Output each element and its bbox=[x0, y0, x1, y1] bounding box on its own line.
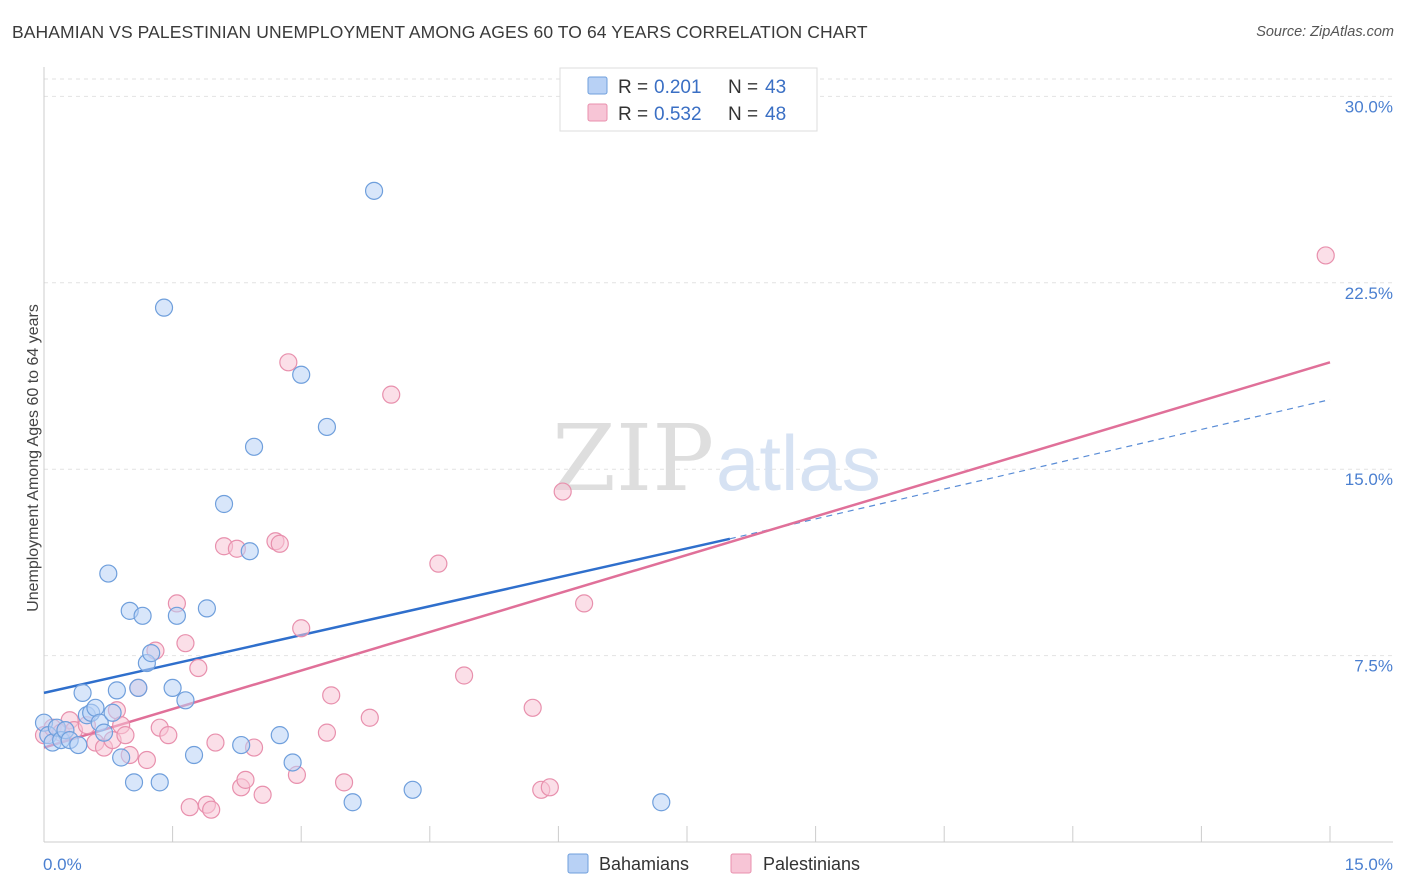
y-tick-label-3: 30.0% bbox=[1345, 97, 1393, 116]
series-legend-label-palestinians: Palestinians bbox=[763, 854, 860, 874]
point-palestinians-19 bbox=[176, 634, 195, 653]
point-palestinians-43 bbox=[523, 698, 542, 717]
point-palestinians-48 bbox=[1316, 246, 1335, 265]
trend-line-palestinians bbox=[43, 361, 1331, 749]
series-legend: Bahamians Palestinians bbox=[567, 853, 860, 874]
point-palestinians-37 bbox=[322, 686, 341, 705]
point-bahamians-14 bbox=[99, 564, 118, 583]
legend-r-label-palestinians: R = bbox=[618, 104, 648, 125]
watermark-zip: ZIP bbox=[552, 405, 714, 512]
point-bahamians-16 bbox=[107, 681, 126, 700]
point-palestinians-42 bbox=[454, 666, 474, 685]
point-palestinians-14 bbox=[137, 750, 156, 770]
point-bahamians-35 bbox=[270, 726, 289, 745]
point-bahamians-33 bbox=[240, 542, 259, 561]
source-label: Source: ZipAtlas.com bbox=[1256, 24, 1394, 40]
point-palestinians-23 bbox=[202, 800, 221, 819]
point-bahamians-38 bbox=[317, 417, 337, 437]
point-palestinians-41 bbox=[429, 554, 448, 573]
point-bahamians-34 bbox=[244, 437, 264, 456]
legend-n-value-bahamians: 43 bbox=[765, 77, 786, 98]
point-palestinians-46 bbox=[553, 482, 572, 501]
point-bahamians-17 bbox=[112, 748, 131, 767]
point-bahamians-42 bbox=[652, 793, 671, 812]
point-bahamians-27 bbox=[167, 606, 186, 625]
point-bahamians-19 bbox=[124, 773, 144, 792]
point-bahamians-30 bbox=[197, 599, 216, 618]
point-bahamians-40 bbox=[364, 181, 384, 200]
point-palestinians-24 bbox=[206, 733, 225, 752]
grid-lines bbox=[44, 78, 1393, 657]
legend-r-label-bahamians: R = bbox=[618, 77, 648, 98]
trend-lines bbox=[43, 361, 1331, 749]
legend-n-label-palestinians: N = bbox=[728, 104, 758, 125]
y-tick-label-0: 7.5% bbox=[1354, 657, 1393, 676]
point-palestinians-40 bbox=[382, 385, 401, 404]
y-tick-labels: 7.5% 15.0% 22.5% 30.0% bbox=[1345, 97, 1393, 675]
point-palestinians-36 bbox=[317, 723, 337, 742]
point-bahamians-36 bbox=[283, 753, 302, 772]
point-bahamians-32 bbox=[232, 735, 251, 755]
chart-title: BAHAMIAN VS PALESTINIAN UNEMPLOYMENT AMO… bbox=[12, 22, 868, 42]
point-palestinians-45 bbox=[540, 778, 559, 797]
x-tick-min: 0.0% bbox=[43, 855, 82, 874]
point-bahamians-37 bbox=[292, 365, 311, 384]
legend-r-value-palestinians: 0.532 bbox=[654, 104, 702, 125]
point-palestinians-21 bbox=[189, 658, 208, 678]
point-bahamians-28 bbox=[176, 691, 195, 710]
point-palestinians-17 bbox=[159, 726, 178, 745]
point-palestinians-32 bbox=[270, 534, 289, 553]
point-bahamians-11 bbox=[86, 698, 105, 717]
point-palestinians-33 bbox=[279, 353, 298, 372]
legend-swatch-palestinians bbox=[587, 103, 608, 122]
point-bahamians-15 bbox=[103, 703, 122, 722]
legend-r-value-bahamians: 0.201 bbox=[654, 77, 702, 98]
y-tick-label-1: 15.0% bbox=[1345, 470, 1393, 489]
point-bahamians-21 bbox=[133, 606, 152, 625]
series-legend-label-bahamians: Bahamians bbox=[599, 854, 689, 874]
y-tick-label-2: 22.5% bbox=[1345, 284, 1393, 303]
point-palestinians-28 bbox=[236, 770, 255, 789]
series-legend-swatch-palestinians bbox=[730, 853, 752, 874]
point-palestinians-35 bbox=[292, 619, 311, 638]
point-bahamians-23 bbox=[142, 644, 161, 663]
point-bahamians-29 bbox=[184, 745, 204, 765]
point-bahamians-7 bbox=[69, 735, 88, 755]
series-legend-swatch-bahamians bbox=[567, 853, 589, 874]
point-palestinians-39 bbox=[360, 708, 379, 727]
stats-legend: R = 0.201 N = 43 R = 0.532 N = 48 bbox=[559, 67, 818, 132]
point-bahamians-31 bbox=[214, 494, 234, 514]
trend-line-bahamians-extension bbox=[729, 399, 1331, 540]
point-bahamians-8 bbox=[73, 683, 92, 702]
trend-line-bahamians bbox=[43, 537, 731, 695]
watermark-atlas: atlas bbox=[716, 419, 881, 507]
watermark: ZIP atlas bbox=[552, 405, 881, 512]
legend-n-label-bahamians: N = bbox=[728, 77, 758, 98]
point-palestinians-30 bbox=[253, 785, 272, 804]
point-bahamians-13 bbox=[94, 723, 114, 742]
legend-swatch-bahamians bbox=[587, 76, 608, 95]
point-palestinians-47 bbox=[575, 594, 594, 613]
point-palestinians-11 bbox=[116, 726, 135, 745]
x-tick-labels: 0.0% 15.0% bbox=[43, 855, 1393, 874]
point-palestinians-20 bbox=[180, 798, 199, 817]
point-bahamians-24 bbox=[150, 773, 169, 792]
point-bahamians-26 bbox=[163, 678, 182, 698]
data-points bbox=[34, 181, 1335, 819]
legend-n-value-palestinians: 48 bbox=[765, 104, 786, 125]
y-axis-label: Unemployment Among Ages 60 to 64 years bbox=[25, 304, 42, 612]
point-bahamians-25 bbox=[154, 298, 174, 317]
point-bahamians-39 bbox=[343, 793, 362, 812]
point-bahamians-41 bbox=[403, 780, 422, 799]
point-palestinians-38 bbox=[334, 773, 354, 792]
point-bahamians-20 bbox=[129, 678, 148, 698]
axes bbox=[43, 67, 1393, 843]
x-tick-max: 15.0% bbox=[1345, 855, 1393, 874]
